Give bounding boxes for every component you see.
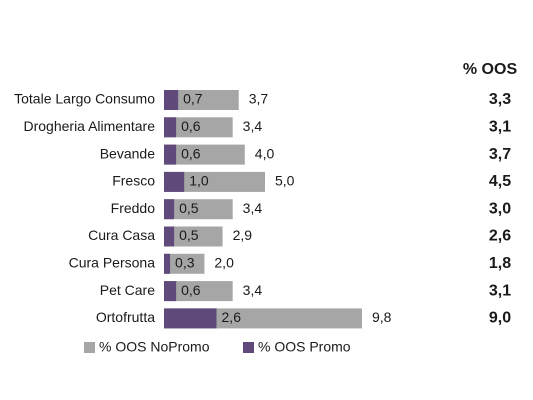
value-label: 4,0 <box>255 145 275 161</box>
value-label: 0,6 <box>181 282 201 298</box>
value-label: 0,6 <box>181 145 201 161</box>
category-label: Freddo <box>111 200 156 216</box>
total-value: 2,6 <box>489 228 511 245</box>
value-label: 3,4 <box>243 282 263 298</box>
total-value: 3,3 <box>489 91 511 108</box>
bar <box>164 199 175 220</box>
bar <box>164 308 217 329</box>
category-label: Drogheria Alimentare <box>23 118 155 134</box>
value-label: 3,4 <box>243 118 263 134</box>
legend-swatch <box>84 342 95 353</box>
category-label: Totale Largo Consumo <box>14 91 155 107</box>
value-label: 0,7 <box>183 91 203 107</box>
value-label: 9,8 <box>372 309 392 325</box>
bar <box>164 90 179 110</box>
total-value: 1,8 <box>489 255 511 272</box>
bar <box>164 171 265 192</box>
category-label: Pet Care <box>100 282 155 298</box>
bar <box>164 281 233 302</box>
category-label: Bevande <box>100 145 155 161</box>
value-label: 3,4 <box>243 200 263 216</box>
bar <box>164 253 205 274</box>
category-label: Ortofrutta <box>96 309 155 325</box>
column-title: % OOS <box>463 61 518 78</box>
category-label: Cura Persona <box>69 255 156 271</box>
bar <box>164 226 175 247</box>
value-label: 3,7 <box>249 91 269 107</box>
total-value: 3,1 <box>489 282 511 299</box>
total-value: 9,0 <box>489 310 511 327</box>
bar <box>164 117 177 138</box>
value-label: 0,5 <box>179 227 199 243</box>
value-label: 0,6 <box>181 118 201 134</box>
bar <box>164 117 233 138</box>
bar <box>164 171 185 192</box>
value-label: 2,0 <box>214 255 234 271</box>
legend-swatch <box>243 342 254 353</box>
legend-label: % OOS NoPromo <box>99 339 210 355</box>
value-label: 2,6 <box>222 309 242 325</box>
value-label: 5,0 <box>275 173 295 189</box>
bar <box>164 144 177 165</box>
bar <box>164 90 239 110</box>
bar <box>164 144 245 165</box>
total-value: 4,5 <box>489 173 511 190</box>
value-label: 1,0 <box>189 173 209 189</box>
legend-label: % OOS Promo <box>258 339 351 355</box>
value-label: 0,3 <box>175 255 195 271</box>
bar <box>164 281 177 302</box>
category-label: Cura Casa <box>88 227 155 243</box>
total-value: 3,1 <box>489 119 511 136</box>
value-label: 0,5 <box>179 200 199 216</box>
bar <box>164 199 233 220</box>
bar <box>164 226 223 247</box>
value-label: 2,9 <box>233 227 253 243</box>
bar <box>164 253 171 274</box>
total-value: 3,7 <box>489 146 511 163</box>
category-label: Fresco <box>112 173 155 189</box>
total-value: 3,0 <box>489 200 511 217</box>
